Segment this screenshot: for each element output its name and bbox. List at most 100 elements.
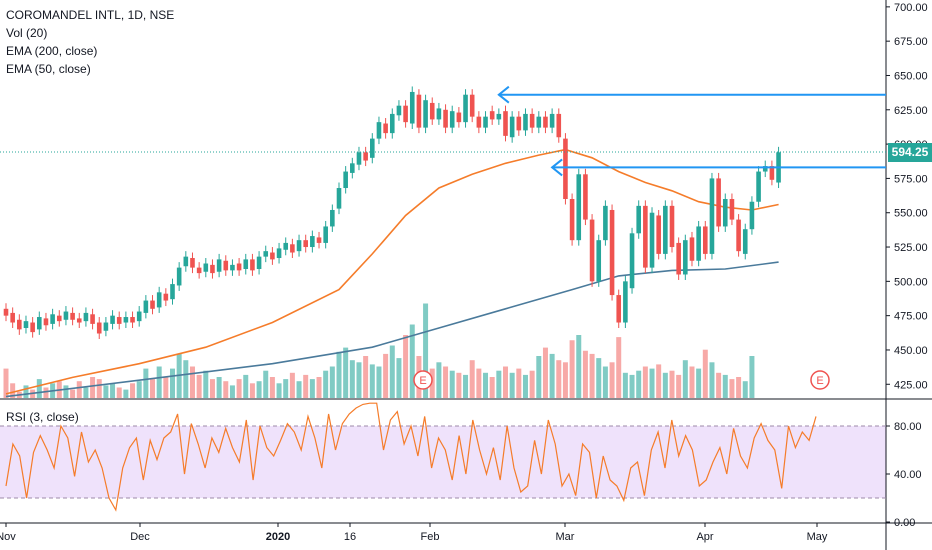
volume-bar — [136, 381, 142, 398]
candle-body — [276, 248, 282, 259]
volume-bar — [356, 362, 362, 398]
volume-bar — [3, 368, 9, 398]
volume-bar — [383, 353, 389, 398]
candle-body — [156, 292, 162, 308]
volume-bar — [76, 381, 82, 398]
candle-body — [350, 163, 355, 173]
candle-body — [223, 260, 229, 271]
candle-body — [576, 174, 582, 241]
volume-bar — [709, 362, 715, 398]
volume-bar — [549, 353, 555, 398]
volume-bar — [189, 366, 195, 398]
ema50-line — [5, 148, 779, 395]
volume-bar — [556, 360, 562, 398]
volume-bar — [656, 364, 662, 398]
volume-bar — [736, 377, 742, 398]
candle-body — [509, 116, 515, 138]
volume-bar — [529, 370, 535, 398]
candle-body — [70, 312, 75, 320]
volume-bar — [469, 360, 475, 398]
volume-bar — [689, 366, 695, 398]
candle-body — [203, 263, 209, 272]
candle-body — [516, 116, 522, 131]
volume-bar — [289, 372, 295, 398]
candle-body — [643, 205, 648, 268]
volume-bar — [622, 372, 628, 398]
candle-body — [736, 219, 741, 252]
volume-bar — [629, 374, 635, 398]
volume-bar — [269, 377, 275, 398]
candle-body — [463, 94, 468, 123]
candle-body — [356, 152, 362, 165]
earnings-marker — [810, 370, 830, 390]
volume-bar — [150, 379, 156, 398]
candle-body — [629, 233, 635, 289]
candle-body — [263, 251, 269, 257]
candle-body — [616, 295, 622, 323]
candle-body — [636, 205, 641, 234]
ema50-series — [5, 148, 779, 395]
rsi-series — [5, 402, 817, 512]
candle-body — [569, 199, 575, 241]
candle-body — [762, 166, 768, 172]
candle-body — [83, 312, 89, 322]
rsi-tick-label: 40.00 — [894, 469, 922, 481]
price-tick-label: 425.00 — [894, 379, 928, 391]
volume-bar — [542, 347, 548, 398]
candle-body — [769, 166, 775, 180]
candle-body — [116, 317, 122, 324]
candle-body — [330, 209, 335, 227]
volume-bar — [729, 379, 735, 398]
volume-bar — [536, 356, 542, 398]
volume-bar — [90, 377, 96, 398]
candle-body — [183, 256, 189, 267]
volume-bar — [130, 383, 136, 398]
candle-body — [310, 236, 315, 248]
candle-body — [596, 240, 602, 282]
time-tick-label: Nov — [0, 531, 16, 543]
candle-body — [589, 219, 595, 282]
volume-bar — [476, 368, 482, 398]
volume-bar — [642, 366, 648, 398]
candle-body — [476, 116, 482, 128]
price-tick-label: 575.00 — [894, 173, 928, 185]
volume-bar — [562, 362, 568, 398]
rsi-tick-label: 0.00 — [894, 517, 915, 529]
price-tick-label: 550.00 — [894, 208, 928, 220]
candle-body — [403, 105, 408, 123]
volume-bar — [582, 350, 588, 398]
volume-bar — [742, 381, 748, 398]
candle-body — [676, 242, 681, 275]
candle-body — [210, 264, 215, 274]
volume-bar — [143, 368, 149, 398]
volume-bar — [323, 370, 329, 398]
volume-bar — [249, 383, 255, 398]
volume-bar — [123, 389, 129, 398]
candle-body — [216, 259, 222, 272]
time-tick-label: Dec — [130, 531, 150, 543]
candle-body — [17, 319, 22, 330]
rsi-band — [0, 426, 886, 498]
volume-bar — [116, 387, 122, 398]
candle-body — [256, 256, 262, 269]
candle-body — [383, 123, 388, 134]
candle-body — [37, 317, 42, 330]
volume-bar — [496, 370, 502, 398]
candle-body — [3, 308, 9, 316]
volume-bar — [516, 368, 522, 398]
volume-bar — [483, 372, 489, 398]
candle-body — [703, 226, 708, 254]
volume-bar — [676, 374, 682, 398]
legend-ema50: EMA (50, close) — [6, 62, 91, 76]
candle-body — [23, 321, 29, 329]
volume-bar — [23, 385, 29, 398]
volume-bar — [10, 383, 16, 398]
candle-body — [136, 311, 142, 322]
volume-bar — [303, 374, 309, 398]
volume-bar — [83, 387, 89, 398]
volume-bar — [669, 370, 675, 398]
volume-bar — [363, 356, 369, 398]
candle-body — [30, 322, 35, 333]
